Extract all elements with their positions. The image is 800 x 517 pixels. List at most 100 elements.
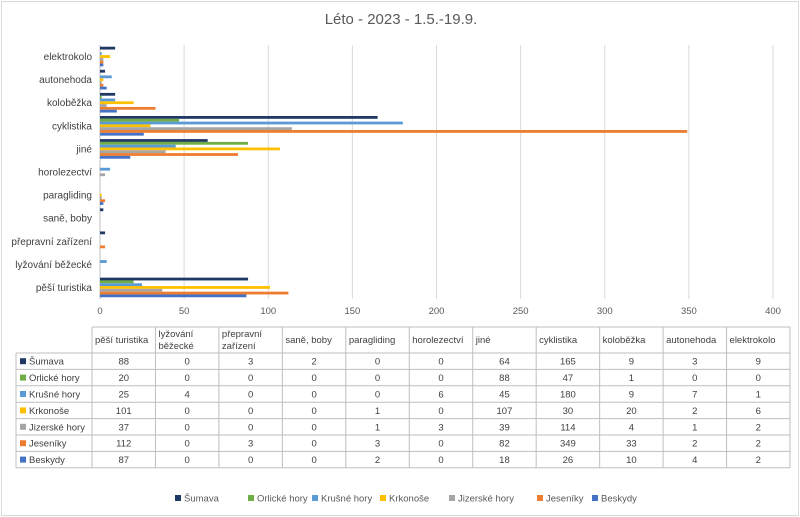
x-tick-350: 350 xyxy=(681,306,697,317)
bar-paragliding-krkonose xyxy=(100,193,102,197)
table-swatch-sumava xyxy=(20,358,26,365)
table-swatch-krusne-hory xyxy=(20,391,26,397)
legend-swatch-beskydy xyxy=(592,495,598,501)
x-tick-labels: 0 50 100 150 200 250 300 350 400 xyxy=(97,306,781,317)
legend-label-beskydy: Beskydy xyxy=(601,494,637,505)
table-cell-sumava-cyklistika: 165 xyxy=(560,357,576,368)
table-cell-sumava-autonehoda: 3 xyxy=(692,357,697,368)
table-cell-orlicke-hory-paragliding: 0 xyxy=(375,373,380,384)
table-swatch-krkonose xyxy=(20,407,26,414)
bar-pesi-turistika-sumava xyxy=(100,277,249,281)
table-cell-beskydy-kolobezka: 10 xyxy=(626,455,637,466)
legend-swatch-sumava xyxy=(175,495,181,501)
table-cell-krusne-hory-lyzovani-bezecke: 4 xyxy=(185,390,190,401)
table-header-cyklistika: cyklistika xyxy=(539,335,578,346)
legend-swatch-krusne-hory xyxy=(312,495,318,501)
legend-swatch-jeseniky xyxy=(537,495,543,501)
bar-jine-krusne-hory xyxy=(100,144,176,148)
table-cell-beskydy-prepravni-zarizeni: 0 xyxy=(248,455,253,466)
legend: Šumava Orlické hory Krušné hory Krkonoše Jiz… xyxy=(175,494,637,505)
bar-jine-orlicke-hory xyxy=(100,141,249,145)
legend-label-krusne-hory: Krušné hory xyxy=(321,494,372,505)
table-cell-jizerske-hory-paragliding: 1 xyxy=(375,422,380,433)
table-cell-krusne-hory-sane-boby: 0 xyxy=(311,390,316,401)
legend-swatch-krkonose xyxy=(380,495,386,501)
table-cell-beskydy-sane-boby: 0 xyxy=(311,455,316,466)
table-cell-beskydy-paragliding: 2 xyxy=(375,455,380,466)
bar-autonehoda-jizerske-hory xyxy=(100,81,102,84)
table-cell-jeseniky-horolezectvi: 0 xyxy=(438,439,443,450)
bars xyxy=(100,46,688,298)
table-row-label-jeseniky: Jeseníky xyxy=(29,439,67,450)
bar-kolobezka-krusne-hory xyxy=(100,98,116,102)
bar-kolobezka-jeseniky xyxy=(100,106,156,110)
table-cell-beskydy-cyklistika: 26 xyxy=(563,455,574,466)
table-swatch-orlicke-hory xyxy=(20,374,26,381)
table-cell-sumava-jine: 64 xyxy=(499,357,510,368)
table-cell-orlicke-hory-jine: 88 xyxy=(499,373,510,384)
table-cell-jizerske-hory-horolezectvi: 3 xyxy=(438,422,443,433)
legend-label-sumava: Šumava xyxy=(184,494,220,505)
bar-cyklistika-krkonose xyxy=(100,124,151,128)
bar-elektrokolo-jizerske-hory xyxy=(100,57,104,61)
table-cell-krusne-hory-kolobezka: 9 xyxy=(629,390,634,401)
bar-sane-boby-sumava xyxy=(100,208,104,212)
x-tick-200: 200 xyxy=(429,306,445,317)
bar-pesi-turistika-krkonose xyxy=(100,286,270,289)
bar-autonehoda-krkonose xyxy=(100,78,104,82)
table-cell-orlicke-hory-elektrokolo: 0 xyxy=(756,373,761,384)
table-cell-sumava-elektrokolo: 9 xyxy=(756,357,761,368)
table-row-label-sumava: Šumava xyxy=(29,357,65,368)
bar-pesi-turistika-beskydy xyxy=(100,294,247,298)
table-cell-krusne-hory-autonehoda: 7 xyxy=(692,390,697,401)
bar-elektrokolo-krusne-hory xyxy=(100,52,102,56)
legend-label-jeseniky: Jeseníky xyxy=(546,494,584,505)
table-header-prepravni-zarizeni-2: zařízení xyxy=(222,341,256,352)
table-cell-sumava-pesi-turistika: 88 xyxy=(118,357,129,368)
table-cell-jizerske-hory-jine: 39 xyxy=(499,422,510,433)
table-cell-jeseniky-paragliding: 3 xyxy=(375,439,380,450)
table-cell-orlicke-hory-sane-boby: 0 xyxy=(311,373,316,384)
table-cell-beskydy-lyzovani-bezecke: 0 xyxy=(185,455,190,466)
table-cell-jeseniky-jine: 82 xyxy=(499,439,510,450)
bar-lyzovani-bezecke-krusne-hory xyxy=(100,260,107,263)
category-label-pesi-turistika: pěší turistika xyxy=(36,283,93,294)
bar-horolezectvi-jizerske-hory xyxy=(100,173,106,177)
table-row-label-krkonose: Krkonoše xyxy=(29,406,69,417)
table-cell-krkonose-horolezectvi: 0 xyxy=(438,406,443,417)
table-cell-krkonose-prepravni-zarizeni: 0 xyxy=(248,406,253,417)
table-cell-jeseniky-cyklistika: 349 xyxy=(560,439,576,450)
bar-kolobezka-orlicke-hory xyxy=(100,95,102,99)
table-cell-jizerske-hory-sane-boby: 0 xyxy=(311,422,316,433)
bar-jine-krkonose xyxy=(100,147,281,151)
table-cell-krkonose-pesi-turistika: 101 xyxy=(116,406,132,417)
bar-jine-beskydy xyxy=(100,155,131,159)
x-tick-0: 0 xyxy=(97,306,102,317)
bar-kolobezka-krkonose xyxy=(100,101,134,105)
table-cell-jizerske-hory-kolobezka: 4 xyxy=(629,422,634,433)
table-cell-beskydy-horolezectvi: 0 xyxy=(438,455,443,466)
table-cell-beskydy-elektrokolo: 2 xyxy=(756,455,761,466)
table-cell-jizerske-hory-lyzovani-bezecke: 0 xyxy=(185,422,190,433)
bar-autonehoda-beskydy xyxy=(100,86,107,90)
table-cell-beskydy-autonehoda: 4 xyxy=(692,455,697,466)
table-cell-jeseniky-prepravni-zarizeni: 3 xyxy=(248,439,253,450)
table-cell-orlicke-hory-horolezectvi: 0 xyxy=(438,373,443,384)
x-tick-400: 400 xyxy=(765,306,781,317)
table-header-lyzovani-bezecke-2: běžecké xyxy=(158,341,193,352)
bar-paragliding-jeseniky xyxy=(100,199,106,203)
table-row-label-orlicke-hory: Orlické hory xyxy=(29,373,80,384)
table-cell-krkonose-cyklistika: 30 xyxy=(563,406,574,417)
table-header-lyzovani-bezecke-1: lyžování xyxy=(158,329,193,340)
table-header-horolezectvi: horolezectví xyxy=(412,335,464,346)
table-cell-orlicke-hory-prepravni-zarizeni: 0 xyxy=(248,373,253,384)
legend-swatch-orlicke-hory xyxy=(248,495,254,501)
table-cell-jeseniky-kolobezka: 33 xyxy=(626,439,637,450)
bar-prepravni-zarizeni-sumava xyxy=(100,231,106,235)
table-header-pesi-turistika: pěší turistika xyxy=(95,335,149,346)
table-cell-sumava-prepravni-zarizeni: 3 xyxy=(248,357,253,368)
table-header-elektrokolo: elektrokolo xyxy=(730,335,776,346)
category-label-lyzovani-bezecke: lyžování běžecké xyxy=(15,260,92,271)
table-header-jine: jiné xyxy=(475,335,491,346)
bar-elektrokolo-beskydy xyxy=(100,63,104,67)
